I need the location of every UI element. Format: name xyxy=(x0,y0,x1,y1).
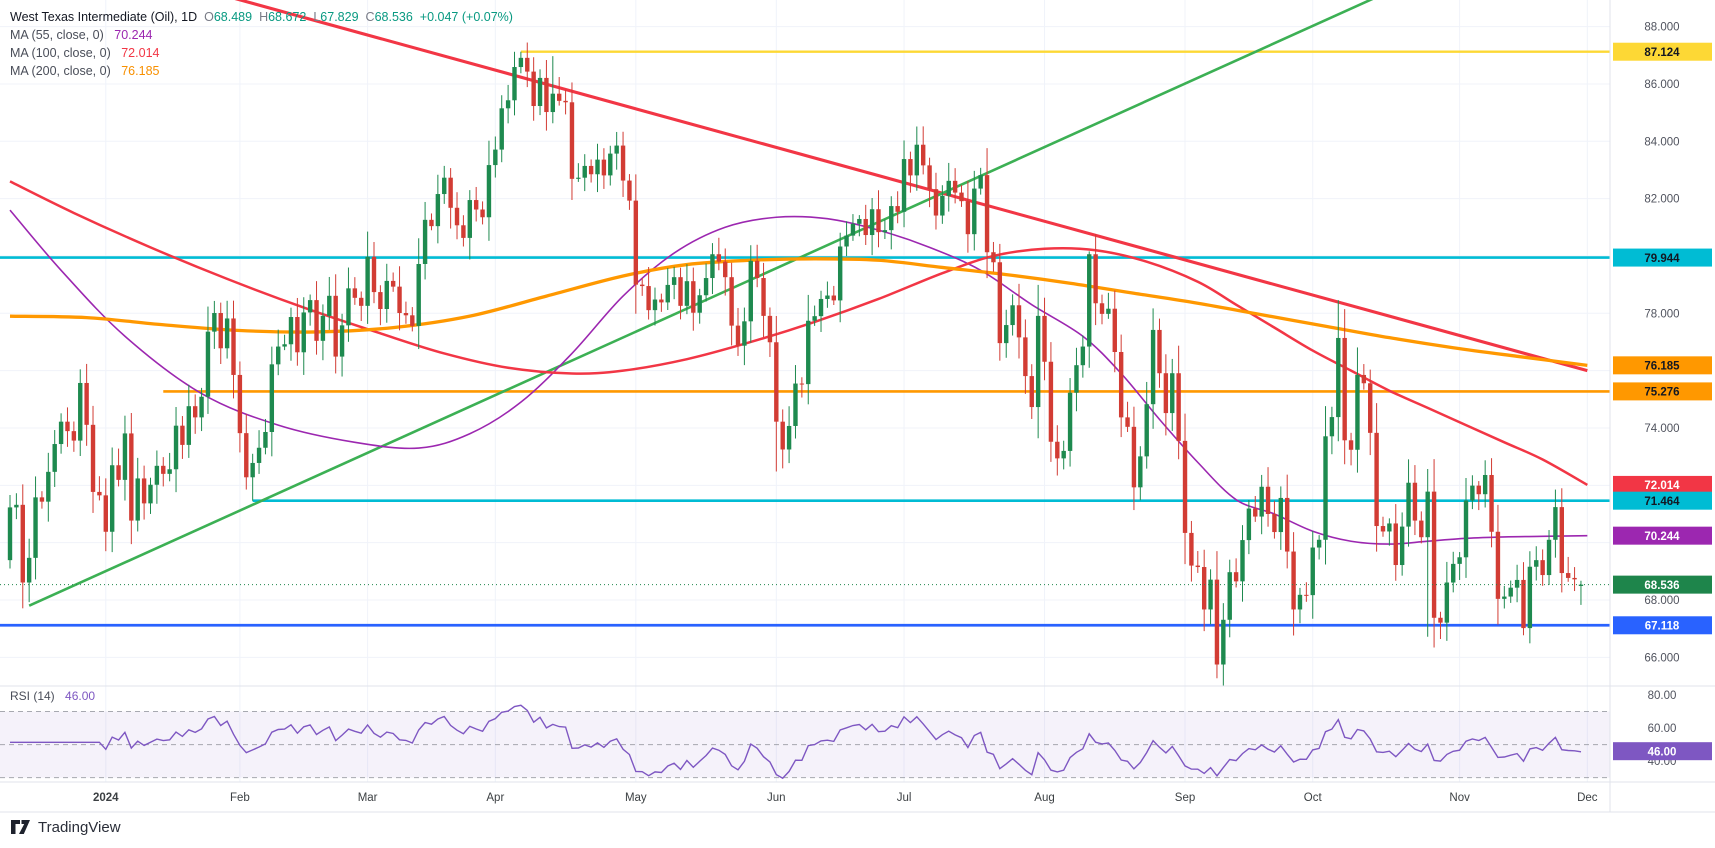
month-label: Apr xyxy=(486,792,504,804)
symbol-title: West Texas Intermediate (Oil), 1D xyxy=(10,10,198,24)
price-level-label: 72.014 xyxy=(1644,480,1680,492)
rsi-legend-row[interactable]: RSI (14) 46.00 xyxy=(10,689,95,703)
tradingview-mark-icon xyxy=(11,820,30,834)
price-level-label-box xyxy=(1613,616,1712,635)
price-tick-label: 78.000 xyxy=(1644,308,1679,320)
price-tick-label: 68.000 xyxy=(1644,595,1679,607)
price-level-label-box xyxy=(1613,248,1712,267)
tradingview-logo[interactable]: TradingView xyxy=(10,818,121,836)
price-tick-label: 74.000 xyxy=(1644,423,1679,435)
symbol-row[interactable]: West Texas Intermediate (Oil), 1D O68.489… xyxy=(10,8,513,26)
price-level-label: 76.185 xyxy=(1644,361,1680,373)
price-tick-label: 86.000 xyxy=(1644,79,1679,91)
price-level-label-box xyxy=(1613,382,1712,401)
ma100-label: MA (100, close, 0) xyxy=(10,46,111,60)
month-label: Dec xyxy=(1577,792,1598,804)
time-scale[interactable]: 2024 Feb Mar Apr May Jun Jul Aug Sep Oct Nov Dec xyxy=(93,792,1598,804)
price-level-label: 87.124 xyxy=(1644,47,1680,59)
ma200-legend-row[interactable]: MA (200, close, 0) 76.185 xyxy=(10,62,513,80)
trendlines-layer xyxy=(28,0,1588,607)
close-value: 68.536 xyxy=(374,10,413,24)
month-label: May xyxy=(625,792,647,804)
price-level-label: 71.464 xyxy=(1644,496,1680,508)
month-label: Nov xyxy=(1449,792,1470,804)
ma200-label: MA (200, close, 0) xyxy=(10,64,111,78)
legend: West Texas Intermediate (Oil), 1D O68.489… xyxy=(10,8,513,80)
ma-line-ma55[interactable] xyxy=(9,209,1588,545)
ma-line-ma200[interactable] xyxy=(9,257,1588,367)
rsi-value-label: 46.00 xyxy=(1648,746,1677,758)
descending-resistance[interactable] xyxy=(202,0,1588,373)
price-tick-label: 84.000 xyxy=(1644,136,1679,148)
price-level-label: 75.276 xyxy=(1644,387,1679,399)
low-label: L xyxy=(313,10,321,24)
ma200-value: 76.185 xyxy=(121,64,160,78)
candles-layer xyxy=(7,42,1584,687)
rsi-value: 46.00 xyxy=(65,689,96,703)
rsi-pane-layer xyxy=(0,704,1610,780)
month-label: Mar xyxy=(358,792,378,804)
price-scale[interactable]: 88.000 86.000 84.000 82.000 78.000 74.000 68.0… xyxy=(1613,22,1712,769)
price-tick-label: 88.000 xyxy=(1644,22,1679,34)
open-label: O xyxy=(204,10,214,24)
price-level-label: 67.118 xyxy=(1645,620,1680,632)
price-level-label: 68.536 xyxy=(1644,580,1679,592)
ma55-legend-row[interactable]: MA (55, close, 0) 70.244 xyxy=(10,26,513,44)
levels-layer xyxy=(0,50,1610,627)
ma55-value: 70.244 xyxy=(114,28,153,42)
price-level-label-box xyxy=(1613,491,1712,510)
month-label: Feb xyxy=(230,792,250,804)
price-level-label-box xyxy=(1613,575,1712,594)
ascending-support[interactable] xyxy=(28,0,1587,607)
price-level-label-box xyxy=(1613,475,1712,494)
close-label: C xyxy=(365,10,375,24)
year-label: 2024 xyxy=(93,792,119,804)
price-level-label-box xyxy=(1613,42,1712,61)
rsi-line xyxy=(10,704,1582,780)
price-level-label-box xyxy=(1613,526,1712,545)
month-label: Sep xyxy=(1175,792,1195,804)
rsi-tick-label: 60.00 xyxy=(1648,723,1677,735)
ma55-label: MA (55, close, 0) xyxy=(10,28,104,42)
rsi-value-label-box xyxy=(1613,742,1712,761)
pane-borders xyxy=(0,0,1715,813)
change-value: +0.047 (+0.07%) xyxy=(419,10,513,24)
price-level-label-box xyxy=(1613,356,1712,375)
moving-averages-layer xyxy=(9,180,1588,545)
month-label: Jun xyxy=(767,792,786,804)
plot-area xyxy=(0,0,1610,782)
rsi-tick-label: 80.00 xyxy=(1648,690,1677,702)
high-value: 68.672 xyxy=(268,10,307,24)
month-label: Oct xyxy=(1304,792,1323,804)
price-level-label: 70.244 xyxy=(1644,531,1680,543)
rsi-label: RSI (14) xyxy=(10,689,55,703)
ma100-value: 72.014 xyxy=(121,46,160,60)
ma100-legend-row[interactable]: MA (100, close, 0) 72.014 xyxy=(10,44,513,62)
high-label: H xyxy=(259,10,269,24)
tradingview-wordmark: TradingView xyxy=(38,818,121,836)
price-tick-label: 82.000 xyxy=(1644,194,1679,206)
price-level-label: 79.944 xyxy=(1644,253,1680,265)
month-label: Aug xyxy=(1034,792,1054,804)
price-tick-label: 66.000 xyxy=(1644,652,1679,664)
low-value: 67.829 xyxy=(320,10,359,24)
month-label: Jul xyxy=(897,792,912,804)
open-value: 68.489 xyxy=(213,10,253,24)
